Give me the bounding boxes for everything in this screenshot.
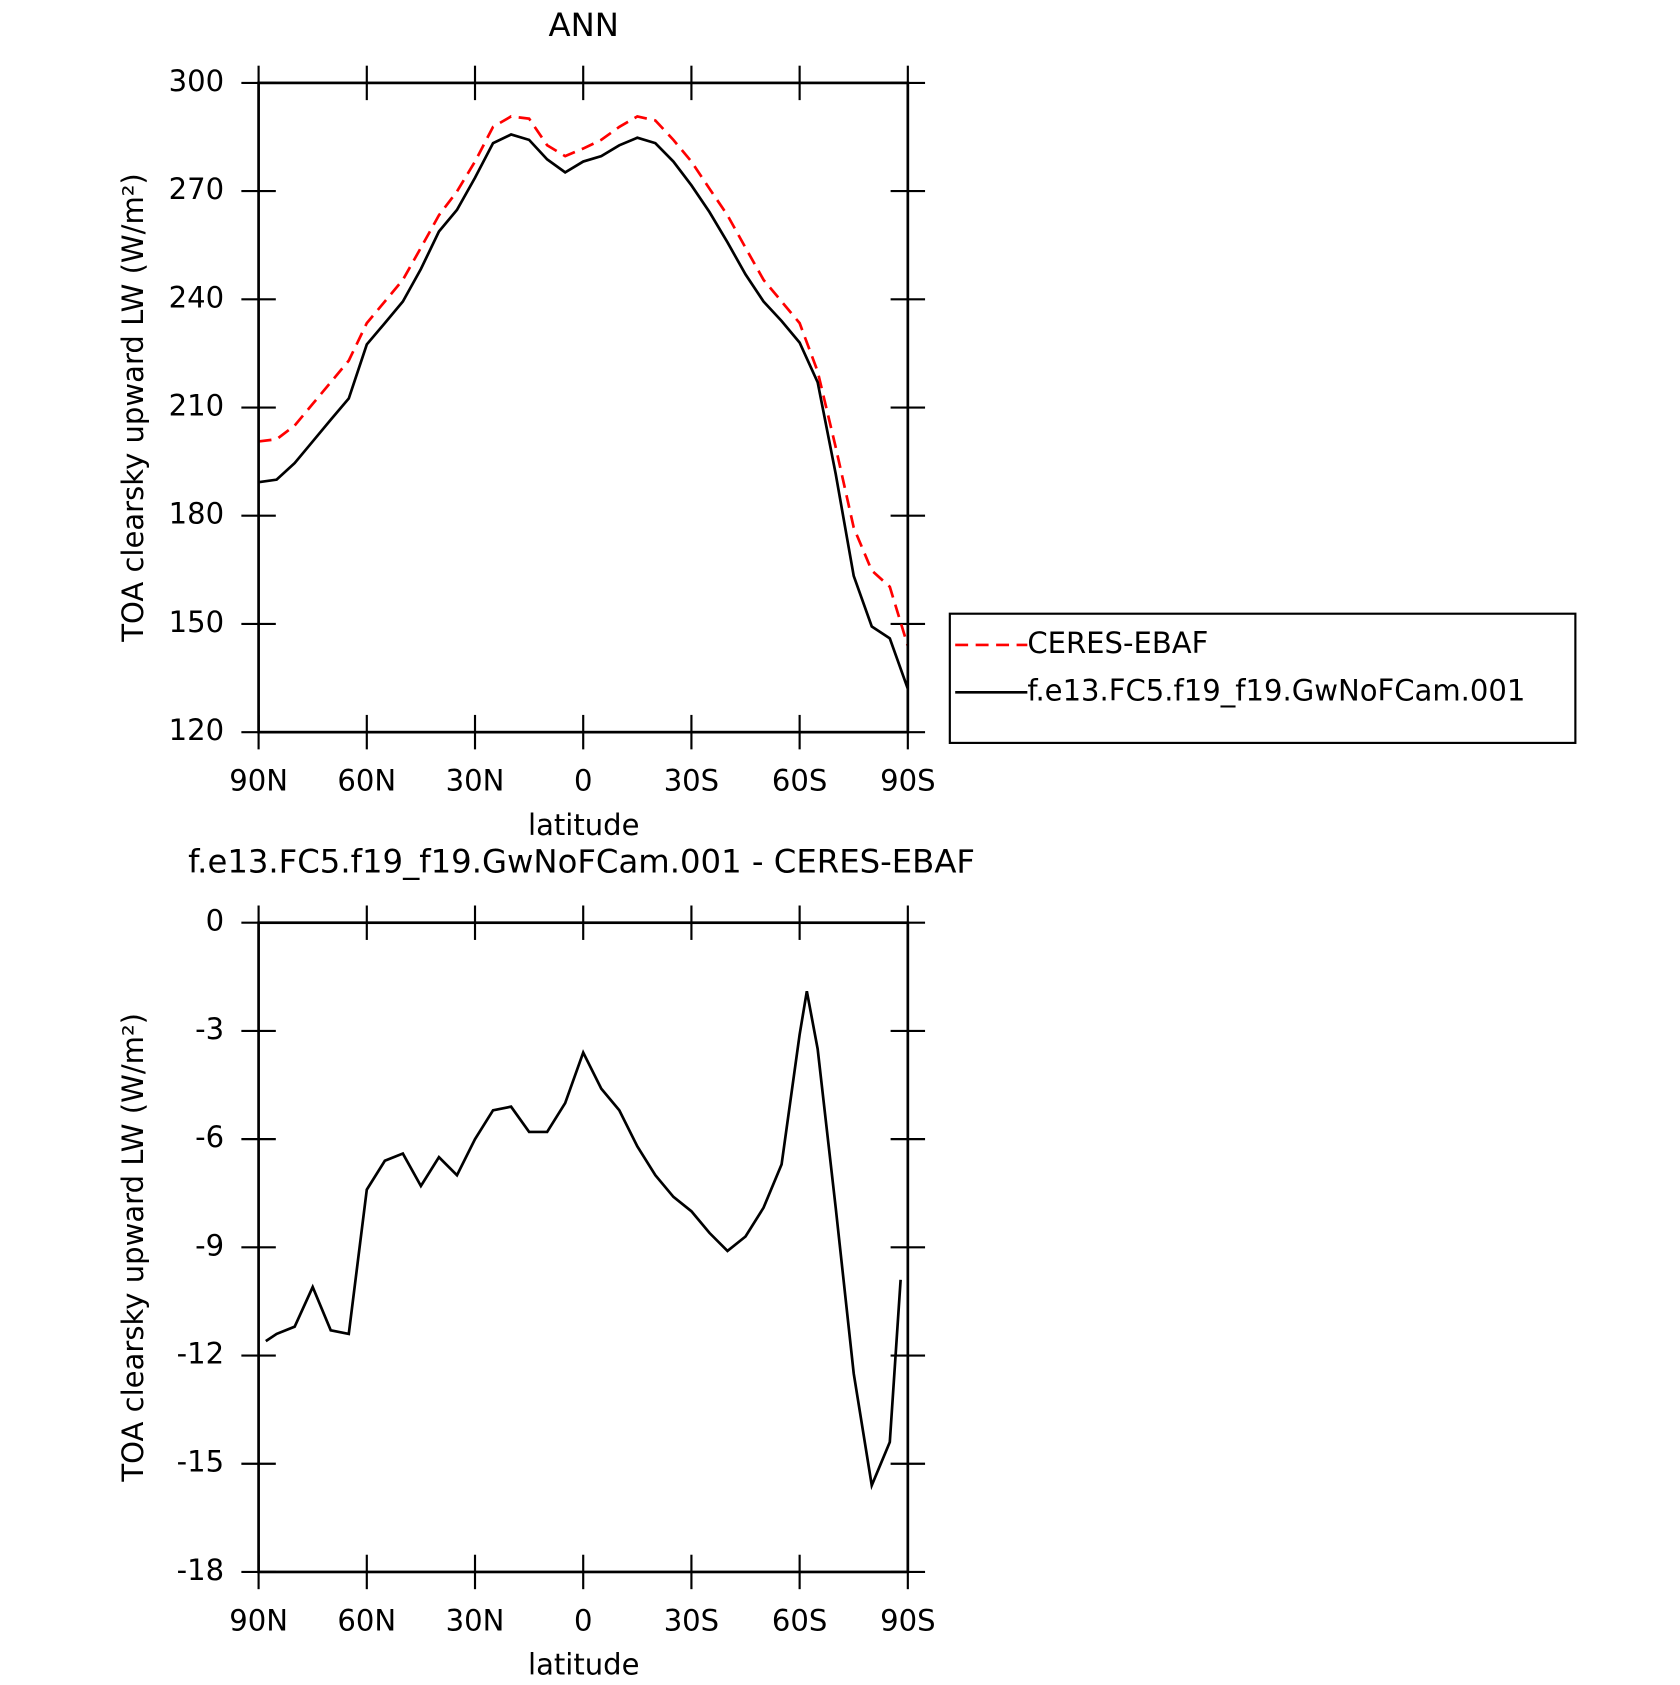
x-tick-label: 0 [574, 764, 593, 798]
y-axis-label: TOA clearsky upward LW (W/m²) [116, 1013, 150, 1483]
plot-frame [257, 921, 910, 1574]
x-tick-label: 90S [880, 1604, 935, 1638]
y-tick-label: -9 [195, 1228, 224, 1262]
x-tick-label: 90N [229, 1604, 288, 1638]
x-axis-label: latitude [528, 808, 640, 842]
y-tick-label: 180 [169, 497, 224, 531]
legend-label: CERES-EBAF [1027, 626, 1208, 660]
y-tick-label: -12 [177, 1337, 224, 1371]
x-tick-label: 60S [772, 764, 827, 798]
plot-frame [257, 81, 910, 734]
x-tick-label: 30N [446, 764, 505, 798]
y-tick-label: 120 [169, 713, 224, 747]
data-line [258, 133, 910, 690]
y-tick-label: 150 [169, 605, 224, 639]
x-axis-label: latitude [528, 1648, 640, 1682]
y-tick-label: 300 [169, 64, 224, 98]
x-tick-label: 30S [664, 1604, 719, 1638]
chart-title: ANN [549, 6, 619, 44]
x-tick-label: 30N [446, 1604, 505, 1638]
legend-box [948, 612, 1577, 744]
y-tick-label: -3 [195, 1012, 224, 1046]
y-tick-label: 270 [169, 172, 224, 206]
legend-label: f.e13.FC5.f19_f19.GwNoFCam.001 [1027, 673, 1525, 707]
y-tick-label: 240 [169, 280, 224, 314]
x-tick-label: 60N [337, 764, 396, 798]
x-tick-label: 60N [337, 1604, 396, 1638]
y-tick-label: -15 [177, 1445, 224, 1479]
chart-title: f.e13.FC5.f19_f19.GwNoFCam.001 - CERES-E… [188, 842, 975, 880]
x-tick-label: 0 [574, 1604, 593, 1638]
y-tick-label: 0 [206, 904, 225, 938]
data-line [265, 990, 902, 1491]
y-tick-label: -6 [195, 1120, 224, 1154]
x-tick-label: 30S [664, 764, 719, 798]
y-tick-label: -18 [177, 1553, 224, 1587]
x-tick-label: 90N [229, 764, 288, 798]
x-tick-label: 90S [880, 764, 935, 798]
y-tick-label: 210 [169, 389, 224, 423]
y-axis-label: TOA clearsky upward LW (W/m²) [116, 173, 150, 643]
x-tick-label: 60S [772, 1604, 827, 1638]
data-line [258, 115, 910, 647]
